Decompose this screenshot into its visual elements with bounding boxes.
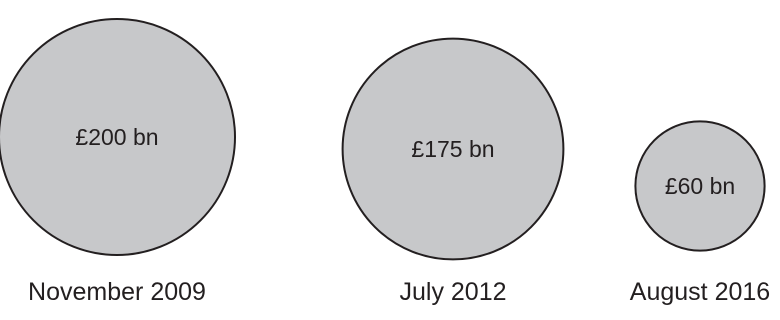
bubble-0 bbox=[0, 18, 236, 256]
bubble-1 bbox=[341, 37, 565, 261]
category-label-1: July 2012 bbox=[399, 278, 506, 306]
bubble-value-label-0: £200 bn bbox=[75, 124, 158, 150]
bubble-2 bbox=[634, 120, 766, 252]
bubble-value-label-2: £60 bn bbox=[665, 173, 735, 199]
category-label-0: November 2009 bbox=[28, 278, 206, 306]
category-label-2: August 2016 bbox=[630, 278, 770, 306]
bubble-value-label-1: £175 bn bbox=[411, 136, 494, 162]
